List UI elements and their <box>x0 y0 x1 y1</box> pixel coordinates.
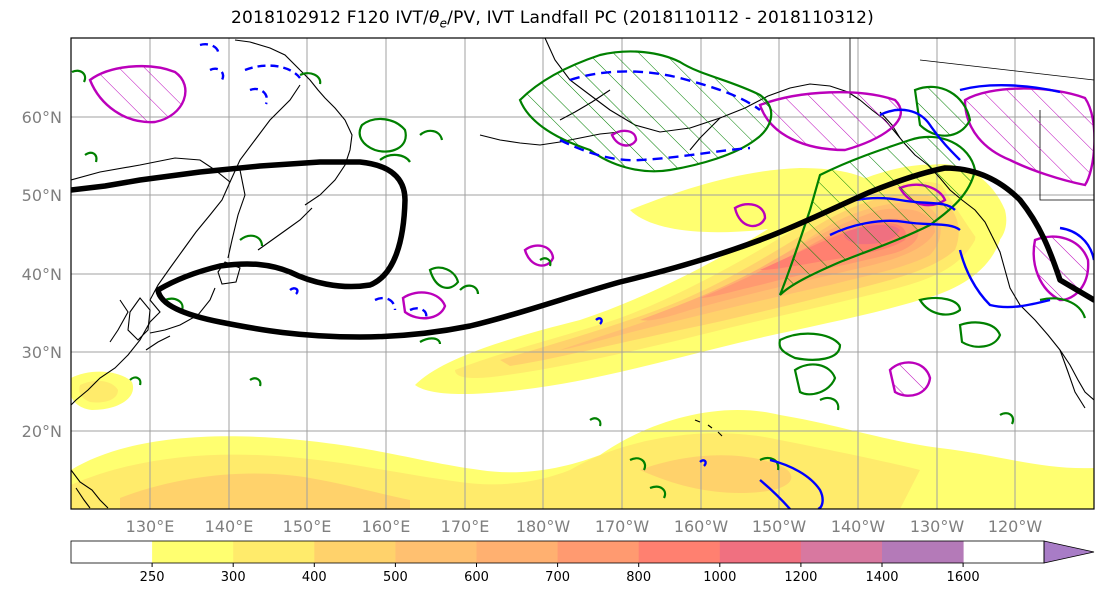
figure-title: 2018102912 F120 IVT/θe/PV, IVT Landfall … <box>0 8 1105 30</box>
colorbar-tick-label: 700 <box>545 570 570 585</box>
colorbar-tick-label: 500 <box>383 570 408 585</box>
colorbar-segment <box>395 541 477 563</box>
colorbar-tick-label: 300 <box>221 570 246 585</box>
colorbar-segment <box>233 541 315 563</box>
colorbar-tick-label: 1600 <box>947 570 980 585</box>
ivt-axis-contour <box>71 159 1094 340</box>
lat-label-20: 20°N <box>22 422 62 441</box>
colorbar-tick-label: 250 <box>140 570 165 585</box>
colorbar-tick-label: 800 <box>626 570 651 585</box>
colorbar-segment <box>882 541 964 563</box>
lon-label-140e: 140°E <box>205 517 254 536</box>
colorbar-extend-arrow <box>1043 540 1095 564</box>
lon-label-160e: 160°E <box>362 517 411 536</box>
lat-label-40: 40°N <box>22 265 62 284</box>
colorbar: 250 300 400 500 600 700 800 1000 1200 1400 1600 <box>70 540 1095 585</box>
lat-label-30: 30°N <box>22 343 62 362</box>
lon-label-150w: 150°W <box>752 517 807 536</box>
latitude-labels: 60°N 50°N 40°N 30°N 20°N <box>22 108 62 441</box>
lon-label-130w: 130°W <box>910 517 965 536</box>
map-area <box>71 38 1094 509</box>
colorbar-tick-label: 1400 <box>865 570 898 585</box>
lon-label-160w: 160°W <box>674 517 729 536</box>
colorbar-tick-label: 1200 <box>784 570 817 585</box>
colorbar-segment <box>476 541 559 563</box>
colorbar-segments <box>71 541 964 563</box>
pv-contours <box>199 43 1094 509</box>
colorbar-tick-label: 1000 <box>703 570 736 585</box>
lon-label-170e: 170°E <box>441 517 490 536</box>
colorbar-tick-label: 400 <box>302 570 327 585</box>
title-theta: θ <box>428 8 440 28</box>
colorbar-segment <box>800 541 883 563</box>
colorbar-tick-label: 600 <box>464 570 489 585</box>
lon-label-120w: 120°W <box>988 517 1043 536</box>
map-frame <box>70 37 1095 510</box>
colorbar-segment <box>719 541 802 563</box>
theta-e-contours <box>71 50 1087 499</box>
lat-label-50: 50°N <box>22 186 62 205</box>
title-suffix: /PV, IVT Landfall PC (2018110112 - 20181… <box>447 8 874 28</box>
lon-label-180w: 180°W <box>516 517 571 536</box>
lat-label-60: 60°N <box>22 108 62 127</box>
colorbar-segment <box>314 541 396 563</box>
lon-label-140w: 140°W <box>831 517 886 536</box>
lon-label-150e: 150°E <box>283 517 332 536</box>
colorbar-ticks: 250 300 400 500 600 700 800 1000 1200 1400 1600 <box>140 563 980 585</box>
title-theta-subscript: e <box>439 16 448 31</box>
lon-label-170w: 170°W <box>595 517 650 536</box>
colorbar-segment <box>152 541 234 563</box>
lon-label-130e: 130°E <box>126 517 175 536</box>
colorbar-segment <box>638 541 721 563</box>
longitude-labels: 130°E 140°E 150°E 160°E 170°E 180°W 170°… <box>126 517 1043 536</box>
title-prefix: 2018102912 F120 IVT/ <box>231 8 429 28</box>
colorbar-segment <box>71 541 153 563</box>
colorbar-segment <box>557 541 640 563</box>
